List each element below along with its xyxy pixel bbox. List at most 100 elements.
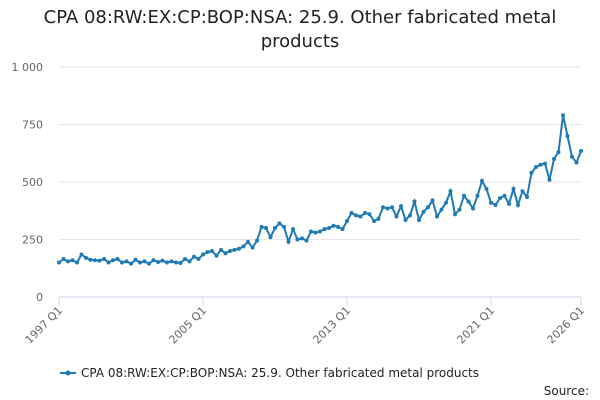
data-point (570, 154, 574, 159)
data-point (516, 203, 520, 207)
data-point (399, 204, 403, 209)
data-point (367, 212, 372, 217)
data-point (363, 211, 367, 216)
data-point (408, 213, 412, 218)
data-point (196, 257, 201, 262)
data-point (448, 189, 453, 194)
data-point (336, 224, 340, 229)
data-point (273, 226, 277, 230)
x-tick-label: 1997 Q1 (23, 304, 66, 347)
data-point (457, 207, 462, 212)
data-point (453, 212, 457, 217)
data-point (489, 200, 493, 205)
data-point (300, 236, 304, 241)
data-point (192, 254, 196, 259)
data-point (439, 207, 444, 212)
data-point (264, 226, 268, 230)
data-point (102, 257, 106, 262)
data-point (291, 227, 295, 232)
data-point (223, 251, 228, 256)
data-point (462, 193, 466, 198)
legend-marker (65, 370, 71, 376)
data-point (210, 249, 214, 253)
data-point (106, 260, 111, 265)
data-point (381, 205, 385, 210)
data-point (142, 259, 147, 264)
data-point (151, 258, 156, 263)
data-point (286, 239, 291, 244)
data-point (187, 259, 192, 264)
data-point (156, 260, 160, 265)
data-point (160, 258, 165, 263)
data-point (79, 252, 84, 257)
y-tick-label: 0 (36, 291, 43, 304)
data-point (313, 230, 318, 235)
data-point (417, 217, 421, 222)
data-point (295, 237, 300, 242)
data-point (57, 260, 61, 265)
data-point (376, 216, 381, 221)
data-point (268, 235, 273, 240)
data-point (552, 157, 556, 161)
x-tick-label: 2026 Q1 (545, 304, 588, 347)
data-point (259, 224, 264, 229)
data-point (237, 246, 241, 251)
x-tick-label: 2013 Q1 (311, 304, 354, 347)
data-point (543, 161, 547, 166)
data-point (412, 199, 417, 204)
data-point (498, 196, 502, 201)
x-tick-label: 2021 Q1 (455, 304, 498, 347)
data-point (120, 260, 124, 265)
data-point (205, 250, 210, 255)
data-point (574, 160, 579, 165)
data-point (430, 198, 435, 203)
data-point (466, 199, 471, 204)
data-point (282, 224, 286, 229)
data-point (232, 247, 237, 252)
data-point (534, 165, 538, 170)
data-point (493, 203, 498, 207)
data-point (502, 193, 507, 198)
data-point (579, 148, 583, 153)
data-point (75, 260, 79, 265)
data-point (561, 113, 565, 118)
data-point (480, 178, 484, 183)
data-point (354, 213, 358, 218)
data-point (115, 257, 120, 262)
data-point (372, 219, 376, 224)
data-point (511, 186, 516, 191)
data-point (61, 257, 66, 262)
data-point (556, 150, 561, 155)
data-point (331, 223, 336, 228)
data-point (358, 214, 363, 219)
data-point (133, 257, 138, 262)
data-point (255, 238, 259, 243)
data-point (547, 177, 552, 182)
data-point (507, 201, 511, 206)
data-point (84, 255, 88, 260)
data-point (471, 206, 475, 211)
data-point (241, 244, 246, 249)
data-point (484, 186, 489, 191)
y-tick-label: 250 (22, 234, 43, 247)
data-point (318, 229, 322, 234)
data-point (246, 239, 250, 244)
data-point (390, 205, 394, 210)
data-point (435, 214, 439, 219)
data-point (178, 260, 183, 265)
y-tick-label: 750 (22, 119, 43, 132)
data-point (138, 260, 142, 265)
data-point (97, 258, 102, 263)
data-point (327, 226, 331, 230)
data-point (385, 206, 390, 211)
data-point (309, 229, 313, 234)
data-point (403, 217, 408, 222)
data-point (421, 209, 426, 214)
legend-text: CPA 08:RW:EX:CP:BOP:NSA: 25.9. Other fab… (81, 366, 479, 380)
chart-title: CPA 08:RW:EX:CP:BOP:NSA: 25.9. Other fab… (43, 7, 557, 52)
data-point (169, 259, 174, 264)
data-point (529, 170, 534, 175)
data-point (214, 253, 219, 258)
